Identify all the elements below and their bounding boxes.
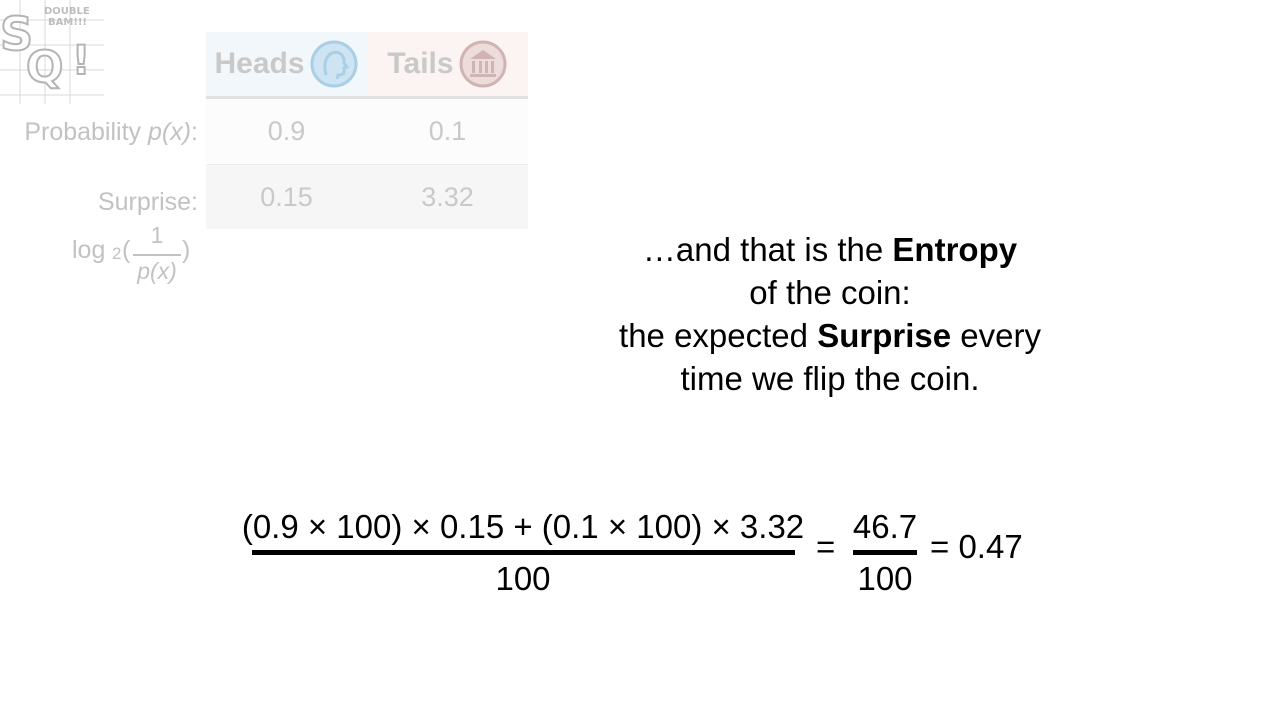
svg-text:Q: Q bbox=[26, 42, 63, 93]
formula-bar bbox=[133, 254, 181, 256]
probability-tails-value: 0.1 bbox=[367, 99, 528, 163]
statquest-logo: S Q ! DOUBLE BAM!!! bbox=[0, 0, 104, 104]
log-text: log bbox=[72, 236, 106, 264]
formula-numerator: 1 bbox=[150, 222, 164, 248]
fraction-numerator: (0.9 × 100) × 0.15 + (0.1 × 100) × 3.32 bbox=[241, 508, 805, 545]
close-paren: ) bbox=[182, 236, 191, 264]
probability-row-label: Probability p(x): bbox=[24, 118, 198, 146]
entropy-result: = 0.47 bbox=[930, 528, 1023, 565]
probability-heads-value: 0.9 bbox=[206, 99, 368, 163]
surprise-row-label: Surprise: bbox=[97, 188, 198, 216]
tails-coin-icon bbox=[459, 40, 507, 88]
simplified-fraction: 46.7 100 bbox=[840, 505, 930, 601]
header-tails: Tails bbox=[367, 32, 528, 96]
expected-surprise-fraction: (0.9 × 100) × 0.15 + (0.1 × 100) × 3.32 … bbox=[228, 505, 818, 601]
header-divider bbox=[206, 96, 528, 99]
simplified-denominator: 100 bbox=[857, 560, 913, 597]
explanation-line-3: the expected Surprise every bbox=[619, 317, 1041, 354]
explanation-line-4: time we flip the coin. bbox=[680, 360, 980, 397]
simplified-numerator: 46.7 bbox=[852, 508, 918, 545]
equals-sign: = bbox=[816, 528, 836, 565]
coin-probability-table: Heads Tails Probability p(x): 0.9 0.1 Su… bbox=[0, 0, 530, 300]
svg-text:DOUBLE: DOUBLE bbox=[44, 6, 90, 17]
header-tails-label: Tails bbox=[387, 47, 454, 80]
heads-coin-icon bbox=[310, 40, 358, 88]
log-base: 2 bbox=[112, 244, 122, 263]
svg-text:!: ! bbox=[72, 38, 90, 84]
surprise-formula-label: log 2 ( 1 p(x) ) bbox=[72, 222, 198, 288]
svg-text:BAM!!!: BAM!!! bbox=[48, 17, 87, 28]
surprise-tails-value: 3.32 bbox=[367, 165, 528, 229]
surprise-heads-value: 0.15 bbox=[206, 165, 368, 229]
fraction-bar bbox=[251, 550, 795, 555]
explanation-line-1: …and that is the Entropy bbox=[642, 231, 1018, 268]
svg-text:S: S bbox=[0, 7, 33, 61]
header-heads-label: Heads bbox=[214, 47, 305, 80]
entropy-explanation: …and that is the Entropy of the coin: th… bbox=[560, 228, 1100, 400]
formula-denominator: p(x) bbox=[137, 258, 177, 284]
open-paren: ( bbox=[122, 236, 131, 264]
explanation-line-2: of the coin: bbox=[749, 274, 911, 311]
simplified-fraction-bar bbox=[853, 550, 917, 555]
header-heads: Heads bbox=[206, 32, 367, 96]
row-divider bbox=[206, 164, 528, 165]
fraction-denominator: 100 bbox=[495, 560, 551, 597]
